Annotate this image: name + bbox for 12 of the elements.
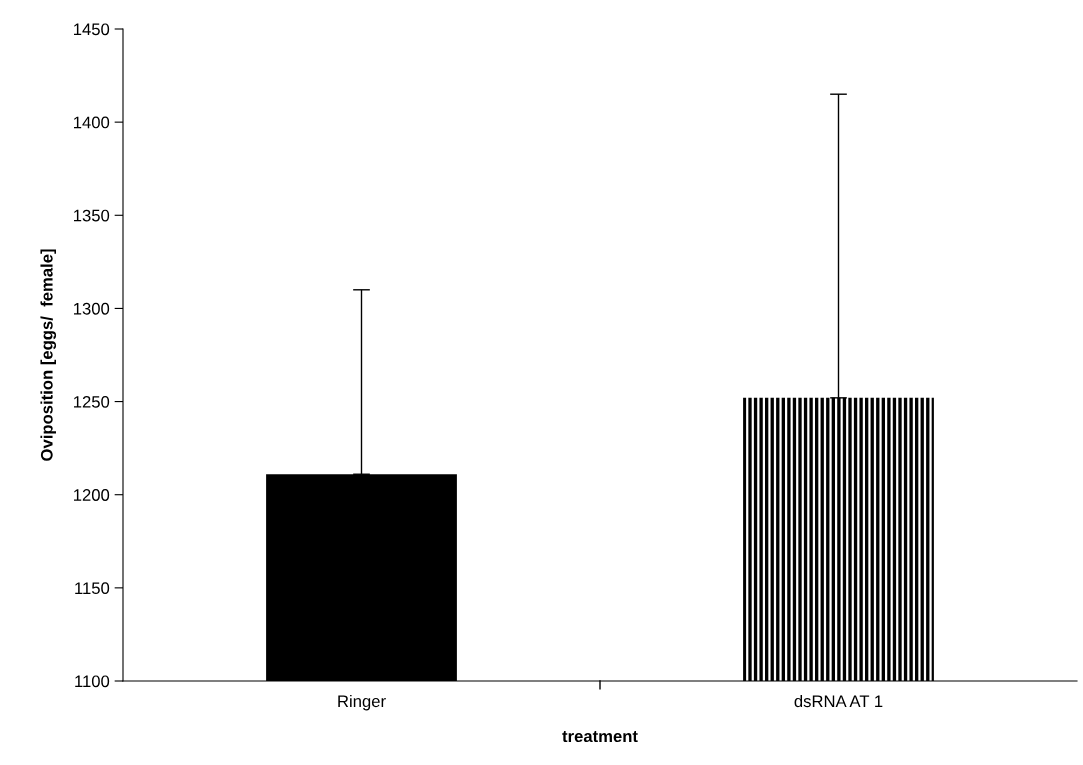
- y-tick-label: 1400: [74, 116, 110, 129]
- y-tick-label: 1450: [74, 23, 110, 36]
- x-tick-label: Ringer: [338, 694, 386, 711]
- y-tick-label: 1350: [74, 209, 110, 222]
- x-tick-label: dsRNA AT 1: [794, 694, 883, 708]
- y-axis-title: Oviposition [eggs/ female]: [40, 249, 57, 461]
- y-tick-label: 1200: [74, 489, 110, 501]
- x-axis-title: treatment: [562, 731, 638, 743]
- y-tick-label: 1250: [74, 395, 110, 408]
- y-tick-label: 1300: [74, 302, 110, 315]
- y-tick-label: 1150: [75, 582, 110, 595]
- y-tick-label: 1100: [75, 675, 110, 688]
